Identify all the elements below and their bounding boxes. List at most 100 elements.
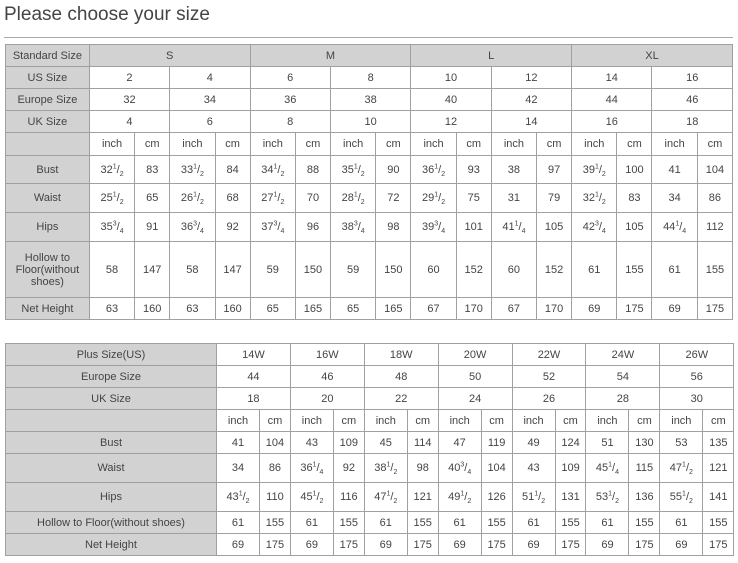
- table-row: Standard Size S M L XL: [5, 44, 733, 67]
- table-row: inch cm inch cm inch cm inch cm inch cm inch cm inch…: [5, 409, 735, 432]
- unit-cell: inch: [659, 409, 704, 432]
- value-cell: 112: [696, 212, 734, 242]
- value-cell: 69: [571, 297, 618, 320]
- unit-cell: cm: [375, 132, 412, 156]
- size-cell: 10: [329, 110, 412, 133]
- value-cell: 91: [134, 212, 171, 242]
- value-cell: 152: [536, 241, 573, 298]
- row-label: [5, 132, 90, 156]
- value-cell: 104: [696, 155, 734, 184]
- value-cell: 88: [295, 155, 331, 184]
- value-cell: 61: [585, 511, 630, 534]
- value-cell: 104: [259, 431, 291, 454]
- value-cell: 411/4: [490, 212, 538, 242]
- value-cell: 61: [511, 511, 556, 534]
- unit-cell: inch: [363, 409, 408, 432]
- value-cell: 101: [455, 212, 492, 242]
- unit-cell: inch: [410, 132, 457, 156]
- value-cell: 69: [511, 533, 556, 556]
- value-cell: 53: [659, 431, 704, 454]
- size-cell: 12: [410, 110, 492, 133]
- value-cell: 67: [490, 297, 538, 320]
- value-cell: 49: [511, 431, 556, 454]
- unit-cell: cm: [455, 132, 492, 156]
- value-cell: 110: [259, 482, 291, 512]
- table-row: Waist 251/2 65 261/2 68 271/2 70 281/2 72 291/2 75…: [5, 183, 734, 213]
- table-row: Hollow to Floor(without shoes) 61 155 61 155…: [5, 511, 735, 534]
- value-cell: 61: [289, 511, 334, 534]
- table-row: Plus Size(US) 14W 16W 18W 20W 22W 24W 26W: [5, 343, 735, 366]
- value-cell: 175: [480, 533, 513, 556]
- size-group-cell: L: [410, 44, 573, 67]
- value-cell: 116: [332, 482, 365, 512]
- size-cell: 40: [410, 88, 492, 111]
- size-cell: 14: [571, 66, 653, 89]
- size-cell: 18: [651, 110, 733, 133]
- value-cell: 152: [455, 241, 492, 298]
- size-cell: 32: [88, 88, 171, 111]
- value-cell: 155: [702, 511, 735, 534]
- value-cell: 363/4: [169, 212, 216, 242]
- size-cell: 54: [585, 365, 661, 388]
- value-cell: 175: [702, 533, 735, 556]
- value-cell: 69: [659, 533, 704, 556]
- size-cell: 6: [169, 110, 251, 133]
- value-cell: 351/2: [329, 155, 377, 184]
- value-cell: 70: [295, 183, 331, 213]
- unit-cell: inch: [571, 132, 618, 156]
- value-cell: 155: [332, 511, 365, 534]
- value-cell: 98: [406, 453, 439, 483]
- row-label: Hollow to Floor(without shoes): [5, 511, 217, 534]
- size-cell: 44: [216, 365, 291, 388]
- table-row: UK Size 18 20 22 24 26 28 30: [5, 387, 735, 410]
- row-label: Bust: [5, 431, 217, 454]
- unit-cell: inch: [216, 409, 260, 432]
- value-cell: 31: [490, 183, 538, 213]
- value-cell: 165: [375, 297, 412, 320]
- value-cell: 105: [616, 212, 653, 242]
- unit-cell: inch: [511, 409, 556, 432]
- size-cell: 22: [363, 387, 439, 410]
- row-label: UK Size: [5, 110, 90, 133]
- size-cell: 4: [169, 66, 251, 89]
- value-cell: 451/2: [289, 482, 334, 512]
- unit-cell: cm: [134, 132, 171, 156]
- value-cell: 403/4: [437, 453, 482, 483]
- value-cell: 61: [651, 241, 698, 298]
- value-cell: 155: [628, 511, 661, 534]
- size-cell: 56: [659, 365, 735, 388]
- value-cell: 121: [406, 482, 439, 512]
- size-cell: 24: [437, 387, 513, 410]
- value-cell: 104: [480, 453, 513, 483]
- value-cell: 281/2: [329, 183, 377, 213]
- size-cell: 14: [490, 110, 573, 133]
- value-cell: 130: [628, 431, 661, 454]
- value-cell: 175: [616, 297, 653, 320]
- value-cell: 136: [628, 482, 661, 512]
- value-cell: 60: [490, 241, 538, 298]
- value-cell: 291/2: [410, 183, 457, 213]
- size-cell: 38: [329, 88, 412, 111]
- value-cell: 491/2: [437, 482, 482, 512]
- value-cell: 175: [259, 533, 291, 556]
- unit-cell: inch: [329, 132, 377, 156]
- value-cell: 126: [480, 482, 513, 512]
- value-cell: 175: [554, 533, 587, 556]
- value-cell: 109: [332, 431, 365, 454]
- unit-cell: inch: [437, 409, 482, 432]
- value-cell: 135: [702, 431, 735, 454]
- value-cell: 150: [295, 241, 331, 298]
- value-cell: 84: [214, 155, 251, 184]
- row-label: Net Height: [5, 297, 90, 320]
- value-cell: 511/2: [511, 482, 556, 512]
- value-cell: 383/4: [329, 212, 377, 242]
- value-cell: 155: [259, 511, 291, 534]
- value-cell: 155: [554, 511, 587, 534]
- value-cell: 69: [585, 533, 630, 556]
- value-cell: 61: [363, 511, 408, 534]
- value-cell: 69: [363, 533, 408, 556]
- value-cell: 100: [616, 155, 653, 184]
- value-cell: 65: [134, 183, 171, 213]
- value-cell: 90: [375, 155, 412, 184]
- row-label: Hollow to Floor(without shoes): [5, 241, 90, 298]
